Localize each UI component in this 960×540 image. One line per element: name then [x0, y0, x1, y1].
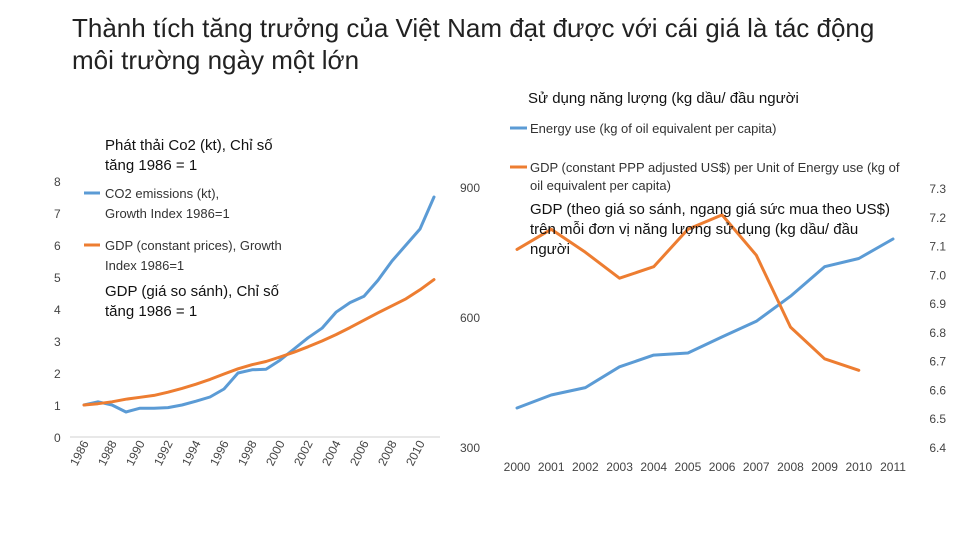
right-y-right-tick-6.7: 6.7 [929, 355, 946, 369]
right-chart-subtitle: Sử dụng năng lượng (kg dầu/ đầu người [528, 90, 799, 107]
left-series-line-1 [82, 195, 436, 414]
right-y-right-tick-6.4: 6.4 [929, 441, 946, 455]
left-x-tick-2008: 2008 [375, 438, 400, 468]
left-x-tick-1992: 1992 [151, 438, 176, 468]
left-x-tick-1998: 1998 [235, 438, 260, 468]
left-x-tick-2004: 2004 [319, 438, 344, 468]
right-x-tick-2007: 2007 [743, 460, 770, 474]
right-x-tick-2009: 2009 [811, 460, 838, 474]
right-y-right-tick-7.1: 7.1 [929, 240, 946, 254]
left-y-tick-7: 7 [54, 207, 61, 221]
right-y-left-tick-300: 300 [460, 441, 480, 455]
legend-label-co2: CO2 emissions (kt), Growth Index 1986=1 [105, 186, 230, 221]
left-y-tick-0: 0 [54, 431, 61, 445]
legend-label-gdp: GDP (constant prices), Growth Index 1986=… [105, 238, 282, 273]
right-x-tick-2000: 2000 [504, 460, 531, 474]
right-y-left-tick-600: 600 [460, 311, 480, 325]
left-x-tick-1990: 1990 [123, 438, 148, 468]
right-series-line-2 [515, 213, 861, 372]
right-series-line-1 [515, 237, 895, 410]
legend-label-energy: Energy use (kg of oil equivalent per cap… [530, 121, 776, 136]
right-x-tick-2008: 2008 [777, 460, 804, 474]
page-title: Thành tích tăng trưởng của Việt Nam đạt … [72, 12, 932, 76]
right-y-right-tick-7.0: 7.0 [929, 268, 946, 282]
right-y-right-tick-6.9: 6.9 [929, 297, 946, 311]
right-y-right-tick-6.5: 6.5 [929, 412, 946, 426]
left-series-line-2 [82, 278, 436, 407]
left-x-tick-1988: 1988 [95, 438, 120, 468]
legend-label-gdp-vn: GDP (giá so sánh), Chỉ số tăng 1986 = 1 [105, 283, 280, 320]
left-x-tick-1996: 1996 [207, 438, 232, 468]
right-y-right-tick-6.6: 6.6 [929, 383, 946, 397]
left-x-tick-1994: 1994 [179, 438, 204, 468]
left-y-tick-2: 2 [54, 367, 61, 381]
right-x-tick-2003: 2003 [606, 460, 633, 474]
left-y-tick-6: 6 [54, 239, 61, 253]
left-x-tick-2000: 2000 [263, 438, 288, 468]
right-x-tick-2011: 2011 [880, 460, 906, 474]
right-y-right-tick-6.8: 6.8 [929, 326, 946, 340]
left-y-tick-8: 8 [54, 175, 61, 189]
left-y-tick-1: 1 [54, 399, 61, 413]
legend-label-gdp-energy-vn: GDP (theo giá so sánh, ngang giá sức mua… [530, 201, 890, 258]
left-x-tick-2002: 2002 [291, 438, 316, 468]
right-x-tick-2006: 2006 [709, 460, 736, 474]
right-x-tick-2004: 2004 [640, 460, 667, 474]
title-line-2: môi trường ngày một lớn [72, 45, 360, 75]
right-y-right-tick-7.2: 7.2 [929, 211, 946, 225]
legend-label-gdp-energy: GDP (constant PPP adjusted US$) per Unit… [530, 160, 900, 193]
left-y-tick-4: 4 [54, 303, 61, 317]
left-y-tick-3: 3 [54, 335, 61, 349]
left-y-tick-5: 5 [54, 271, 61, 285]
right-x-tick-2010: 2010 [845, 460, 872, 474]
legend-label-co2-vn: Phát thải Co2 (kt), Chỉ số tăng 1986 = 1 [105, 137, 273, 174]
title-line-1: Thành tích tăng trưởng của Việt Nam đạt … [72, 13, 875, 43]
left-x-tick-1986: 1986 [67, 438, 92, 468]
left-x-tick-2006: 2006 [347, 438, 372, 468]
right-y-right-tick-7.3: 7.3 [929, 182, 946, 196]
right-x-tick-2001: 2001 [538, 460, 565, 474]
right-y-left-tick-900: 900 [460, 181, 480, 195]
right-x-tick-2005: 2005 [675, 460, 702, 474]
right-x-tick-2002: 2002 [572, 460, 599, 474]
left-x-tick-2010: 2010 [403, 438, 428, 468]
